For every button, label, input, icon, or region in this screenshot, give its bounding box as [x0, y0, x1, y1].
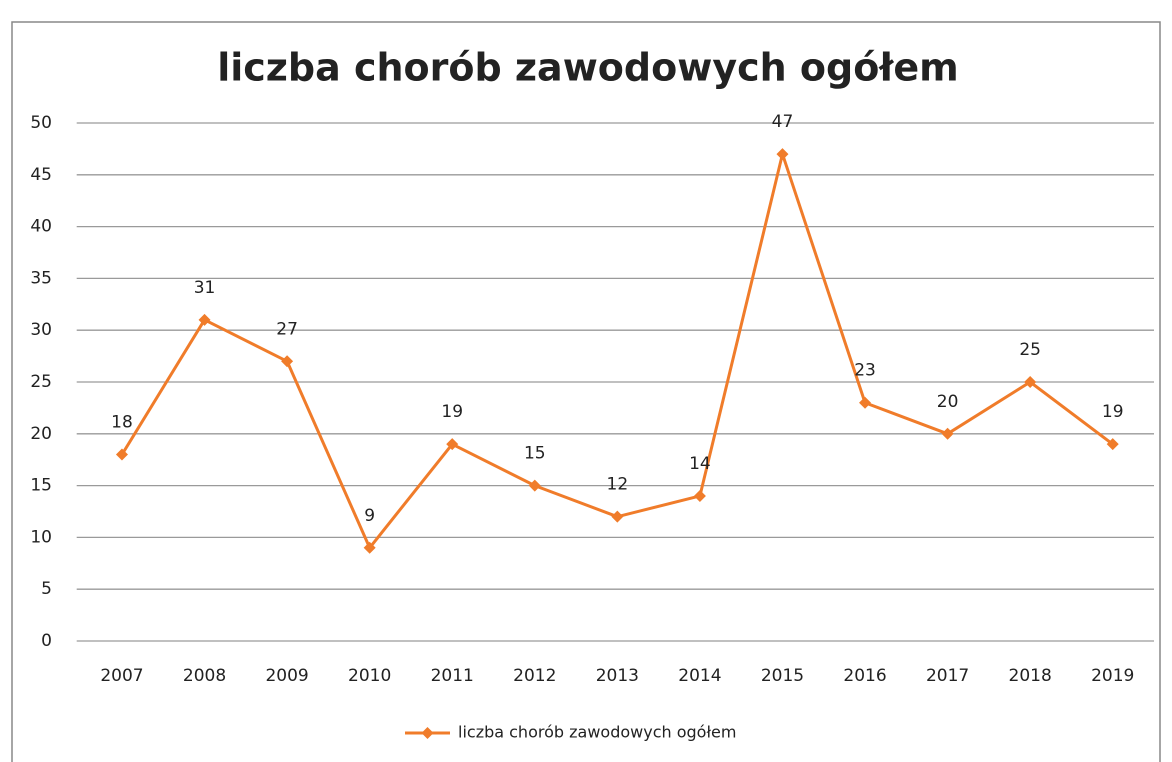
marker	[859, 396, 872, 409]
marker	[198, 313, 211, 326]
y-tick-label: 10	[30, 527, 52, 547]
marker	[941, 427, 954, 440]
data-label: 23	[854, 361, 876, 381]
x-tick-label: 2014	[678, 666, 721, 686]
y-tick-label: 30	[30, 320, 52, 340]
y-tick-label: 25	[30, 372, 52, 392]
data-label: 20	[937, 392, 959, 412]
y-tick-label: 40	[30, 217, 52, 237]
data-label: 12	[607, 475, 629, 495]
data-label: 19	[441, 402, 463, 422]
x-tick-label: 2012	[513, 666, 556, 686]
data-label: 25	[1019, 340, 1041, 360]
y-tick-label: 5	[41, 579, 52, 599]
x-tick-label: 2011	[431, 666, 474, 686]
data-label: 27	[276, 319, 298, 339]
x-tick-label: 2017	[926, 666, 969, 686]
marker	[115, 448, 128, 461]
marker	[281, 355, 294, 368]
data-label: 31	[194, 278, 216, 298]
legend-marker	[421, 727, 434, 739]
y-tick-label: 20	[30, 424, 52, 444]
marker	[1106, 438, 1119, 451]
marker	[693, 489, 706, 502]
x-tick-label: 2009	[265, 666, 308, 686]
data-label: 14	[689, 454, 711, 474]
marker	[1024, 376, 1037, 388]
x-tick-label: 2010	[348, 666, 391, 686]
data-label: 9	[364, 506, 375, 526]
marker	[528, 479, 541, 492]
legend-label: liczba chorób zawodowych ogółem	[458, 723, 736, 742]
x-tick-label: 2019	[1091, 666, 1134, 686]
x-tick-label: 2016	[843, 666, 886, 686]
data-label: 47	[772, 112, 794, 132]
data-label: 18	[111, 413, 133, 433]
y-tick-label: 35	[30, 268, 52, 288]
x-tick-label: 2007	[100, 666, 143, 686]
x-tick-label: 2013	[596, 666, 639, 686]
y-tick-label: 0	[41, 631, 52, 651]
marker	[776, 148, 789, 161]
legend: liczba chorób zawodowych ogółem	[405, 723, 736, 742]
x-tick-label: 2008	[183, 666, 226, 686]
chart-frame	[11, 21, 1161, 762]
data-label: 19	[1102, 402, 1124, 422]
marker	[446, 438, 459, 451]
marker	[611, 510, 624, 523]
y-tick-label: 45	[30, 165, 52, 185]
x-tick-label: 2015	[761, 666, 804, 686]
x-tick-label: 2018	[1009, 666, 1052, 686]
marker	[363, 541, 376, 554]
chart-title: liczba chorób zawodowych ogółem	[217, 46, 959, 90]
y-tick-label: 15	[30, 476, 52, 496]
data-label: 15	[524, 444, 546, 464]
y-tick-label: 50	[30, 113, 52, 133]
